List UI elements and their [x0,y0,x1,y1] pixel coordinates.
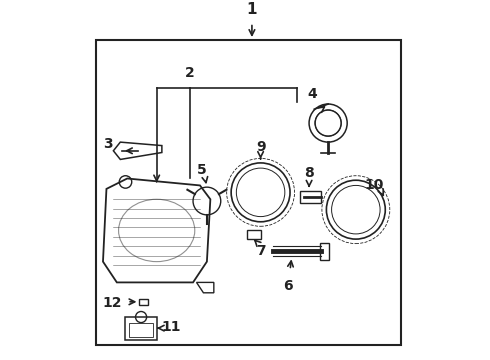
Bar [125,317,157,339]
Text: 3: 3 [103,137,113,151]
Bar [300,190,321,203]
Text: 2: 2 [185,66,195,80]
Text: 10: 10 [365,179,384,193]
Text: 9: 9 [256,140,266,154]
Text: 7: 7 [256,244,266,258]
Text: 5: 5 [197,163,207,177]
Text: 11: 11 [162,320,181,334]
Text: 6: 6 [284,279,293,293]
Text: 1: 1 [246,3,257,17]
Bar [320,243,329,260]
Text: 12: 12 [102,296,122,310]
Bar [96,40,401,345]
Bar [129,323,153,337]
Bar [247,230,261,239]
Bar [139,299,148,305]
Text: 8: 8 [304,166,314,180]
Text: 4: 4 [308,86,318,100]
